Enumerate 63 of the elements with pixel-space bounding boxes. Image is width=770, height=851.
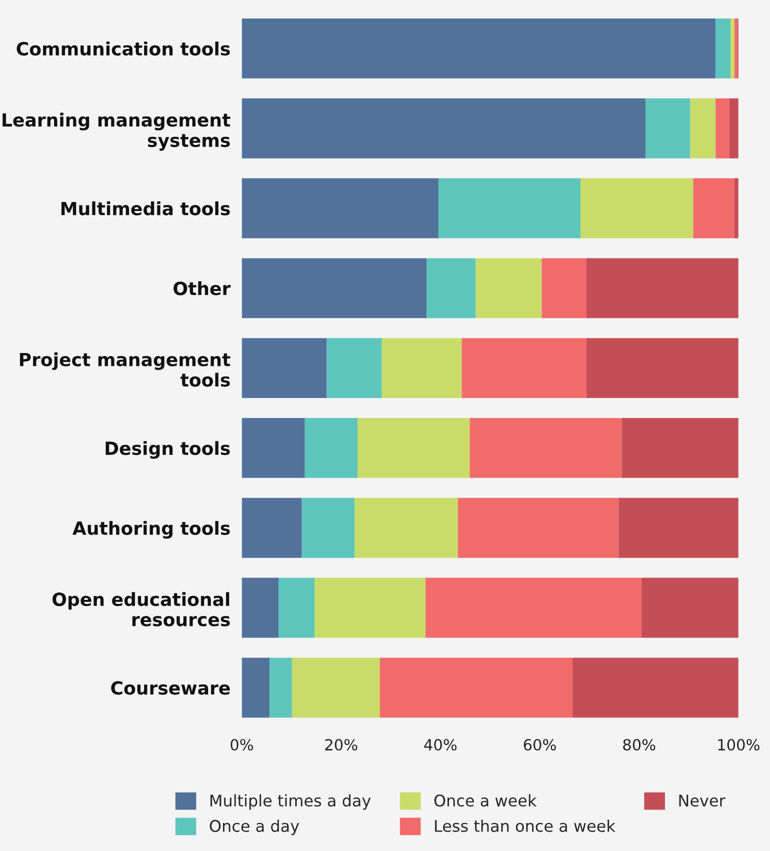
bar bbox=[380, 658, 573, 718]
bar bbox=[242, 258, 427, 318]
bar bbox=[542, 258, 586, 318]
bar bbox=[242, 178, 438, 238]
bar bbox=[716, 18, 730, 78]
bar bbox=[458, 498, 619, 558]
bar bbox=[242, 418, 305, 478]
bar bbox=[292, 658, 380, 718]
y-tick-label: Learning management systems bbox=[2, 112, 230, 151]
legend-label: Multiple times a day bbox=[210, 794, 371, 810]
bar bbox=[314, 578, 426, 638]
legend-label: Once a week bbox=[434, 794, 537, 807]
bar bbox=[354, 498, 458, 558]
y-tick-label: Design tools bbox=[106, 441, 230, 459]
bar bbox=[730, 18, 734, 78]
x-tick-label: 100% bbox=[718, 738, 760, 751]
x-tick-label: 60% bbox=[524, 738, 556, 751]
y-tick-label: Communication tools bbox=[16, 42, 230, 56]
bar bbox=[690, 98, 716, 158]
bar bbox=[646, 98, 690, 158]
bar bbox=[426, 578, 642, 638]
bar bbox=[586, 338, 738, 398]
bar bbox=[242, 18, 716, 78]
bar bbox=[242, 498, 302, 558]
bar bbox=[426, 258, 476, 318]
y-tick-label: Multimedia tools bbox=[61, 201, 230, 216]
bar bbox=[462, 338, 586, 398]
bar bbox=[693, 178, 734, 238]
bar bbox=[470, 418, 622, 478]
bar bbox=[270, 658, 292, 718]
bar bbox=[382, 338, 462, 398]
legend-label: Less than once a week bbox=[435, 820, 616, 832]
bar bbox=[716, 98, 730, 158]
bar bbox=[242, 338, 327, 398]
bar bbox=[618, 498, 738, 558]
bar bbox=[729, 98, 738, 158]
y-tick-label: Other bbox=[174, 281, 231, 296]
bar bbox=[476, 258, 542, 318]
bar bbox=[438, 178, 580, 238]
x-tick-label: 20% bbox=[325, 738, 358, 751]
bar bbox=[278, 578, 315, 638]
legend-label: Never bbox=[679, 794, 726, 807]
x-tick-label: 40% bbox=[424, 738, 457, 751]
bar bbox=[242, 578, 279, 638]
bar bbox=[242, 658, 270, 718]
x-tick-label: 0% bbox=[230, 738, 254, 751]
legend-label: Once a day bbox=[210, 820, 300, 836]
y-tick-label: Open educational resources bbox=[52, 592, 230, 626]
bar bbox=[586, 258, 738, 318]
bar bbox=[572, 658, 738, 718]
bar bbox=[622, 418, 738, 478]
bar bbox=[642, 578, 738, 638]
bar bbox=[580, 178, 694, 238]
bar bbox=[304, 418, 358, 478]
y-tick-label: Courseware bbox=[111, 681, 230, 695]
bar bbox=[326, 338, 382, 398]
x-tick-label: 80% bbox=[623, 738, 656, 751]
bar bbox=[734, 18, 738, 78]
bar bbox=[358, 418, 470, 478]
y-tick-label: Project management tools bbox=[20, 352, 230, 387]
y-tick-label: Authoring tools bbox=[72, 520, 230, 539]
bar bbox=[302, 498, 355, 558]
bar bbox=[242, 98, 646, 158]
